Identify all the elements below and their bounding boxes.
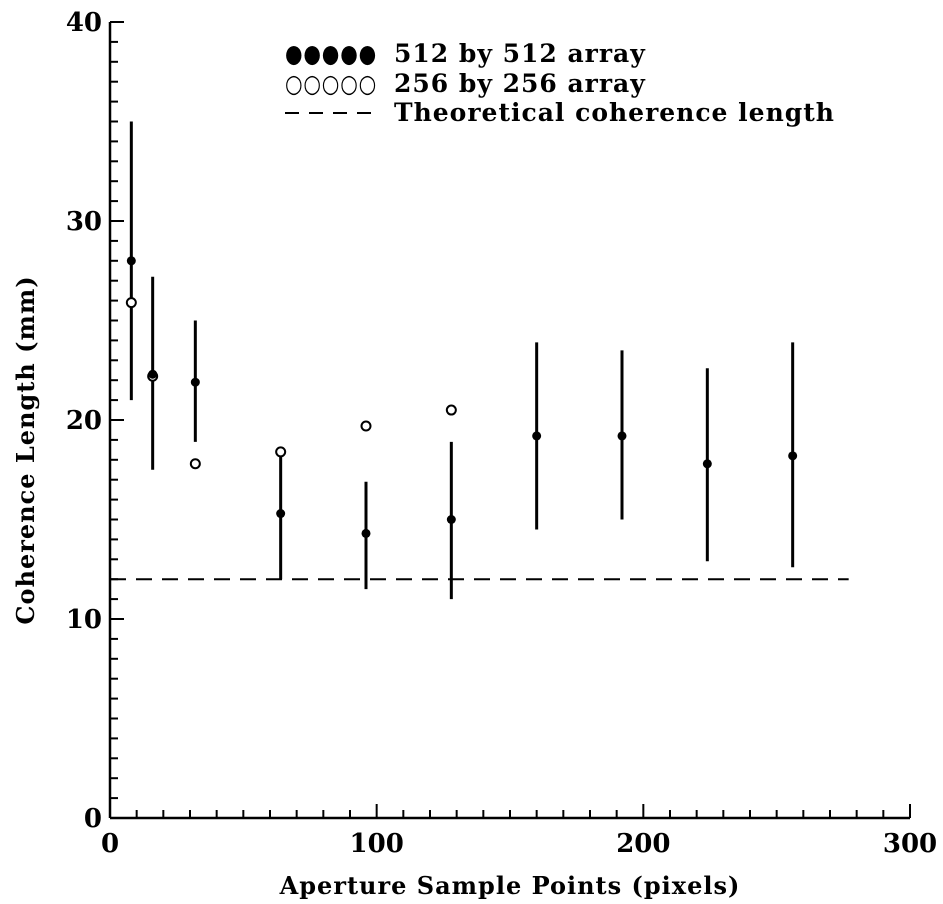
x-axis-title: Aperture Sample Points (pixels) <box>279 871 741 900</box>
x-tick-label: 0 <box>101 829 119 859</box>
point-512 <box>532 431 542 441</box>
x-tick-label: 100 <box>350 829 404 859</box>
point-512 <box>446 515 456 524</box>
x-tick-label: 300 <box>883 829 937 859</box>
ticks <box>109 21 911 819</box>
y-axis-title: Coherence Length (mm) <box>11 275 40 624</box>
point-512 <box>788 451 798 461</box>
legend-label-256: 256 by 256 array <box>394 69 646 98</box>
point-256 <box>275 446 287 458</box>
legend-symbol-open: ○○○○○ <box>285 69 377 98</box>
point-512 <box>126 256 136 266</box>
data-marks <box>110 121 849 600</box>
y-tick-label: 40 <box>66 8 102 38</box>
legend-symbol-filled: ●●●●● <box>285 39 377 68</box>
legend: ●●●●● 512 by 512 array ○○○○○ 256 by 256 … <box>285 39 835 127</box>
point-256 <box>125 297 137 309</box>
point-512 <box>617 431 627 441</box>
point-512 <box>276 509 286 519</box>
y-tick-label: 0 <box>84 804 102 834</box>
point-256 <box>445 404 457 416</box>
tick-labels: 0 100 200 300 0 10 20 30 40 <box>66 8 937 859</box>
axes <box>108 22 910 820</box>
point-512 <box>190 377 200 387</box>
point-512 <box>702 459 712 469</box>
legend-label-512: 512 by 512 array <box>394 39 646 68</box>
legend-label-theoretical: Theoretical coherence length <box>394 98 835 127</box>
x-tick-label: 200 <box>616 829 670 859</box>
y-tick-label: 20 <box>66 406 102 436</box>
y-tick-label: 30 <box>66 207 102 237</box>
point-256 <box>360 420 372 432</box>
point-256 <box>189 458 201 470</box>
y-tick-label: 10 <box>66 605 102 635</box>
point-512 <box>361 528 371 538</box>
point-512 <box>148 369 158 379</box>
